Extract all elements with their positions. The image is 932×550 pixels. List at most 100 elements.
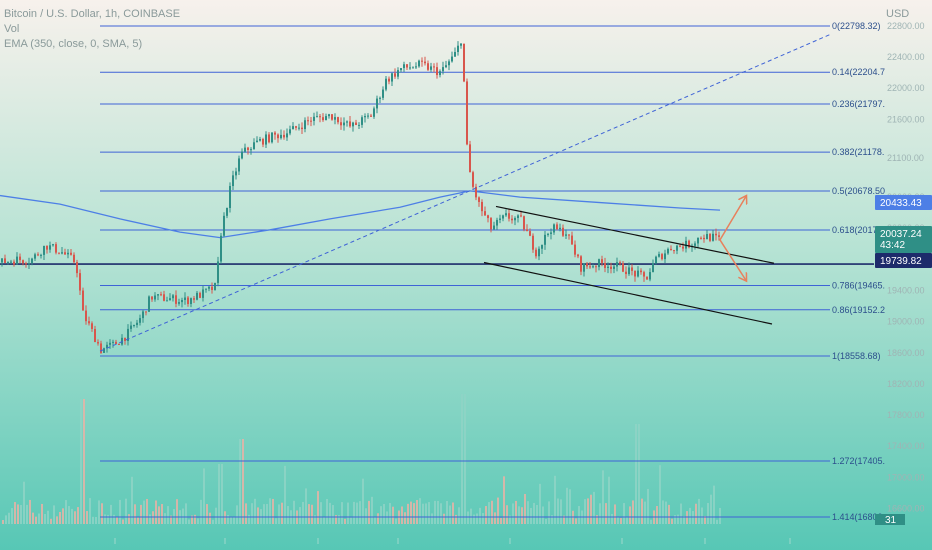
volume-bar	[356, 502, 358, 524]
volume-bar	[434, 500, 436, 524]
candle-body	[607, 266, 609, 268]
candle-body	[583, 263, 585, 272]
volume-bar	[503, 476, 505, 524]
candle-body	[238, 158, 240, 172]
volume-bar	[272, 498, 274, 524]
volume-bar	[47, 510, 49, 524]
candle-body	[235, 171, 237, 176]
volume-bar	[320, 502, 322, 524]
candle-body	[625, 271, 627, 275]
volume-bar	[542, 506, 544, 524]
volume-bar	[440, 503, 442, 524]
volume-bar	[578, 506, 580, 524]
volume-bar	[338, 515, 340, 524]
volume-bar	[629, 506, 631, 524]
volume-bar	[161, 504, 163, 524]
volume-bar	[557, 498, 559, 524]
candle-body	[700, 237, 702, 239]
channel-upper-line	[495, 205, 775, 264]
candle-body	[421, 60, 423, 62]
candle-body	[265, 134, 267, 145]
candle-body	[475, 186, 477, 198]
volume-bar	[620, 518, 622, 524]
price-axis-tick: 22400.00	[887, 52, 925, 62]
volume-bar	[128, 514, 130, 524]
volume-bar	[230, 516, 232, 524]
candle-body	[286, 133, 288, 138]
fib-level-label: 1.272(17405.	[832, 456, 885, 466]
volume-bar	[470, 508, 472, 524]
candle-body	[151, 296, 153, 300]
candle-body	[190, 298, 192, 304]
volume-bar	[443, 513, 445, 524]
volume-bar	[185, 503, 187, 524]
volume-bar	[23, 481, 25, 524]
volume-bar	[332, 505, 334, 524]
candle-body	[28, 262, 30, 265]
candle-body	[310, 120, 312, 122]
volume-bar	[146, 499, 148, 524]
candle-body	[4, 258, 6, 263]
volume-bar	[488, 502, 490, 524]
candle-body	[412, 67, 414, 69]
candle-body	[676, 245, 678, 251]
volume-bar	[461, 394, 463, 524]
candle-body	[649, 272, 651, 280]
volume-bar	[200, 499, 202, 524]
volume-bar	[644, 501, 646, 524]
volume-bar	[134, 504, 136, 524]
volume-bar	[14, 502, 16, 524]
volume-bar	[314, 515, 316, 524]
candle-body	[673, 250, 675, 252]
candle-body	[370, 115, 372, 117]
candle-body	[424, 61, 426, 64]
candle-body	[406, 64, 408, 68]
volume-bar	[11, 508, 13, 524]
volume-bar	[2, 519, 4, 524]
candle-body	[661, 254, 663, 260]
candle-body	[208, 286, 210, 289]
candle-body	[469, 144, 471, 173]
volume-bar	[431, 513, 433, 524]
volume-bar	[464, 394, 466, 524]
candle-body	[268, 134, 270, 143]
candle-body	[247, 147, 249, 151]
volume-bar	[53, 505, 55, 524]
candle-body	[166, 300, 168, 302]
candle-body	[196, 292, 198, 300]
volume-bar	[407, 503, 409, 524]
candle-body	[484, 211, 486, 216]
candle-body	[604, 262, 606, 268]
candle-body	[646, 276, 648, 280]
volume-bar	[695, 503, 697, 524]
candle-body	[529, 231, 531, 236]
volume-bar	[569, 489, 571, 524]
candle-body	[103, 348, 105, 353]
candle-body	[355, 122, 357, 125]
volume-bar	[203, 468, 205, 524]
candle-body	[37, 254, 39, 256]
volume-bar	[395, 518, 397, 524]
candle-body	[259, 139, 261, 141]
candle-body	[487, 215, 489, 219]
candle-body	[628, 267, 630, 275]
candle-body	[547, 233, 549, 235]
volume-bar	[65, 500, 67, 524]
volume-bar	[206, 504, 208, 524]
candle-body	[709, 234, 711, 241]
support-price-tag-box	[875, 253, 932, 268]
volume-bar	[536, 504, 538, 524]
volume-bar	[551, 515, 553, 524]
candle-body	[133, 324, 135, 326]
volume-bar	[197, 518, 199, 524]
volume-bar	[308, 504, 310, 524]
volume-bar	[278, 504, 280, 524]
volume-bar	[617, 517, 619, 524]
candle-body	[328, 114, 330, 117]
candle-body	[376, 98, 378, 109]
volume-bar	[380, 506, 382, 524]
volume-bar	[353, 501, 355, 524]
price-axis-tick: 16600.00	[887, 503, 925, 513]
